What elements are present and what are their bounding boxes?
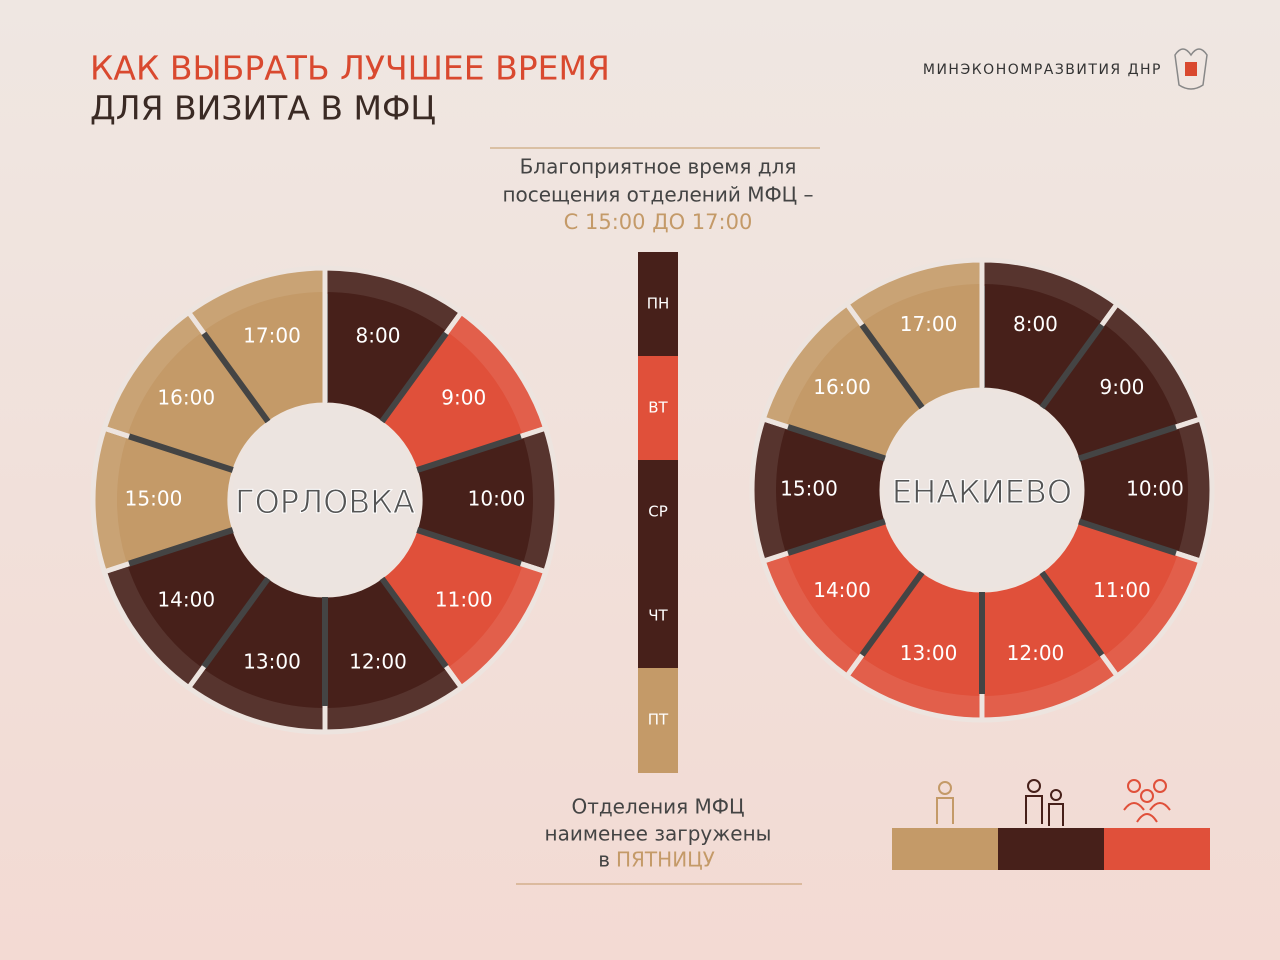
city-label: ЕНАКИЕВО: [892, 473, 1072, 511]
title: ДЛЯ ВИЗИТА В МФЦ: [90, 89, 436, 128]
highlight: С 15:00 ДО 17:00: [564, 210, 753, 234]
day-bar: [638, 460, 678, 565]
separator: [859, 323, 925, 410]
separator: [379, 331, 449, 424]
text: Благоприятное время для: [520, 155, 797, 179]
wheel-hole: [232, 407, 418, 593]
hour-label: 16:00: [813, 375, 871, 399]
hour-label: 12:00: [349, 650, 407, 674]
text: Отделения МФЦ: [571, 795, 744, 819]
hour-label: 17:00: [243, 323, 301, 347]
separator: [128, 433, 234, 473]
segment-outer: [984, 262, 1114, 322]
segment-outer: [1178, 422, 1210, 558]
separator: [859, 570, 925, 657]
segment-outer: [766, 307, 859, 424]
hour-label: 13:00: [900, 641, 958, 665]
hour-label: 9:00: [441, 386, 486, 410]
hour-label: 14:00: [157, 587, 215, 611]
segment-outer: [766, 556, 859, 673]
title: КАК ВЫБРАТЬ ЛУЧШЕЕ ВРЕМЯ: [90, 49, 610, 88]
legend-swatch: [998, 828, 1104, 870]
hour-label: 13:00: [243, 650, 301, 674]
segment-outer: [192, 270, 323, 331]
text: посещения отделений МФЦ –: [502, 183, 813, 207]
segment-outer: [850, 262, 980, 322]
day-bar: [638, 564, 678, 669]
hour-label: 9:00: [1099, 375, 1144, 399]
segment-outer: [95, 431, 127, 569]
segment-outer: [107, 315, 201, 434]
segment-outer: [1105, 307, 1198, 424]
hour-label: 17:00: [900, 312, 958, 336]
day-label: ЧТ: [648, 607, 668, 625]
hour-label: 14:00: [813, 578, 871, 602]
separator: [787, 518, 886, 556]
ministry: МИНЭКОНОМРАЗВИТИЯ ДНР: [923, 62, 1162, 78]
hour-label: 10:00: [1126, 477, 1184, 501]
segment-outer: [449, 566, 543, 685]
separator: [1078, 424, 1177, 462]
hour-segment: [843, 257, 985, 413]
separator: [201, 576, 271, 669]
emblem: [1174, 48, 1208, 90]
day-label: ВТ: [648, 399, 668, 417]
segment-outer: [107, 566, 201, 685]
segment-outer: [327, 669, 458, 730]
separator: [379, 576, 449, 669]
hour-label: 8:00: [356, 323, 401, 347]
separator: [787, 424, 886, 462]
legend-icons: [936, 779, 1171, 826]
hour-label: 11:00: [1093, 578, 1151, 602]
separator: [416, 527, 522, 567]
separator: [201, 331, 271, 424]
day-bar: [638, 356, 678, 461]
separator: [416, 433, 522, 473]
day-label: СР: [648, 503, 668, 521]
hour-label: 11:00: [435, 587, 493, 611]
segment-outer: [984, 658, 1114, 718]
text: в: [598, 848, 610, 872]
legend-swatch: [1104, 828, 1210, 870]
separator: [1039, 570, 1105, 657]
separator: [1039, 323, 1105, 410]
day-bar: [638, 252, 678, 357]
separator: [1078, 518, 1177, 556]
day-label: ПН: [647, 295, 670, 313]
segment-outer: [192, 669, 323, 730]
segment-outer: [754, 422, 786, 558]
segment-outer: [1105, 556, 1198, 673]
day-label: ПТ: [648, 711, 669, 729]
wheel-hole: [884, 392, 1080, 588]
hour-label: 12:00: [1007, 641, 1065, 665]
hour-label: 8:00: [1013, 312, 1058, 336]
segment-outer: [449, 315, 543, 434]
day-bar: [638, 668, 678, 773]
text: наименее загружены: [545, 822, 772, 846]
city-label: ГОРЛОВКА: [235, 483, 415, 521]
segment-outer: [523, 431, 555, 569]
separator: [128, 527, 234, 567]
highlight: ПЯТНИЦУ: [616, 848, 715, 872]
hour-segment: [185, 265, 328, 427]
hour-label: 10:00: [468, 487, 526, 511]
legend-swatch: [892, 828, 998, 870]
hour-label: 16:00: [157, 386, 215, 410]
segment-outer: [850, 658, 980, 718]
hour-label: 15:00: [125, 487, 183, 511]
segment-outer: [327, 270, 458, 331]
hour-label: 15:00: [780, 477, 838, 501]
